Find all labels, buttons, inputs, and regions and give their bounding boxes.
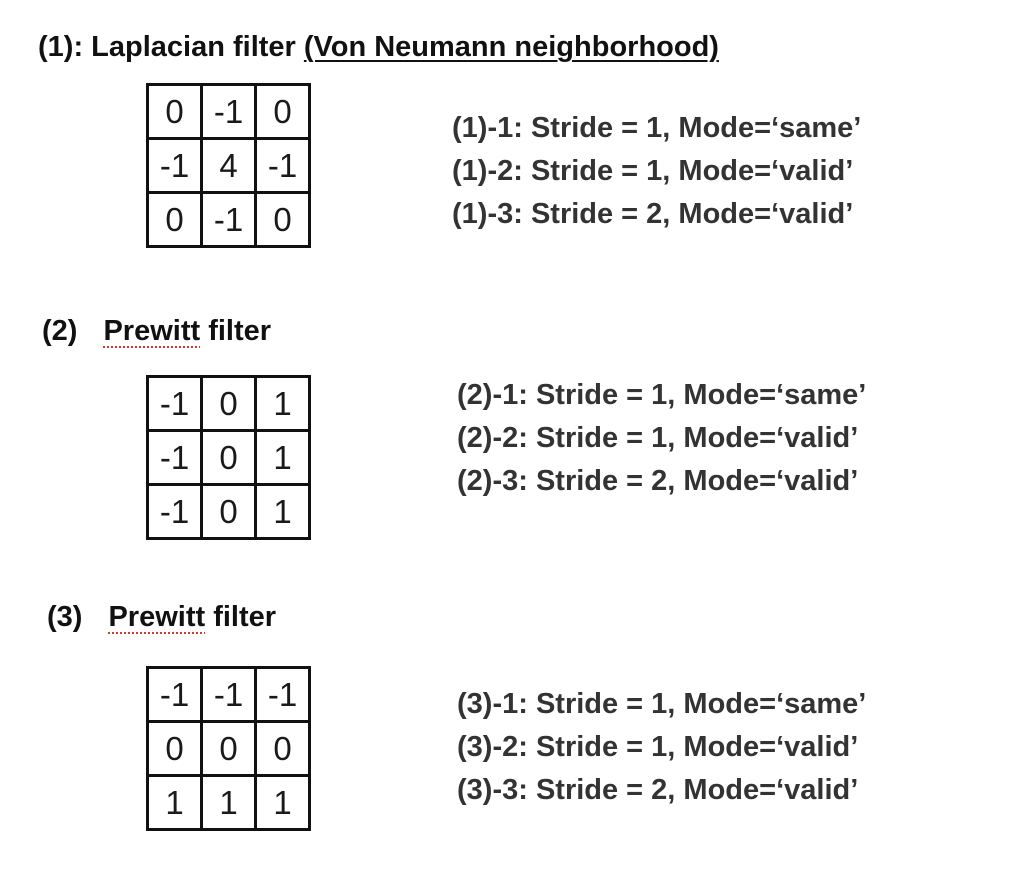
kernel-row: 0 0 0 [146,720,311,777]
kernel-cell: -1 [146,137,203,194]
kernel-cell: 0 [146,191,203,248]
kernel-cell: -1 [146,429,203,486]
section-1-title-underlined: (Von Neumann neighborhood) [303,31,719,63]
kernel-cell: 0 [254,83,311,140]
section-2-title-suffix: filter [200,315,272,347]
kernel-cell: -1 [200,83,257,140]
kernel-row: 1 1 1 [146,774,311,831]
section-3-modes: (3)-1: Stride = 1, Mode=‘same’ (3)-2: St… [457,683,866,812]
section-1-modes: (1)-1: Stride = 1, Mode=‘same’ (1)-2: St… [452,107,861,236]
kernel-row: -1 4 -1 [146,137,311,194]
section-3-title-prefix: (3) [47,601,83,633]
kernel-cell: -1 [200,191,257,248]
kernel-cell: 1 [146,774,203,831]
kernel-row: 0 -1 0 [146,191,311,248]
kernel-row: -1 0 1 [146,375,311,432]
section-2-title: (2) Prewitt filter [42,317,271,346]
mode-line: (2)-1: Stride = 1, Mode=‘same’ [457,379,867,411]
mode-line: (1)-1: Stride = 1, Mode=‘same’ [452,112,862,144]
kernel-cell: -1 [200,666,257,723]
section-3-title-name: Prewitt [108,601,206,633]
kernel-cell: -1 [146,666,203,723]
mode-line: (2)-3: Stride = 2, Mode=‘valid’ [457,465,859,497]
kernel-cell: 1 [254,429,311,486]
kernel-cell: 0 [146,720,203,777]
kernel-cell: -1 [146,375,203,432]
section-2-kernel: -1 0 1 -1 0 1 -1 0 1 [146,375,311,540]
section-2-title-name: Prewitt [103,315,201,347]
section-1-kernel: 0 -1 0 -1 4 -1 0 -1 0 [146,83,311,248]
kernel-cell: 0 [200,375,257,432]
section-1-title-prefix: (1): Laplacian filter [38,31,304,63]
kernel-cell: 1 [254,774,311,831]
mode-line: (1)-2: Stride = 1, Mode=‘valid’ [452,155,854,187]
kernel-cell: 0 [254,191,311,248]
mode-line: (3)-1: Stride = 1, Mode=‘same’ [457,688,867,720]
kernel-cell: -1 [254,666,311,723]
kernel-cell: -1 [146,483,203,540]
section-1-title: (1): Laplacian filter (Von Neumann neigh… [38,33,719,62]
kernel-cell: 0 [200,429,257,486]
section-2-title-prefix: (2) [42,315,78,347]
mode-line: (1)-3: Stride = 2, Mode=‘valid’ [452,198,854,230]
kernel-row: -1 -1 -1 [146,666,311,723]
mode-line: (3)-3: Stride = 2, Mode=‘valid’ [457,774,859,806]
mode-line: (3)-2: Stride = 1, Mode=‘valid’ [457,731,859,763]
kernel-cell: 1 [254,483,311,540]
kernel-cell: 0 [200,483,257,540]
kernel-cell: -1 [254,137,311,194]
section-2-modes: (2)-1: Stride = 1, Mode=‘same’ (2)-2: St… [457,374,866,503]
kernel-cell: 0 [146,83,203,140]
section-3-title: (3) Prewitt filter [47,603,276,632]
kernel-cell: 1 [254,375,311,432]
kernel-row: -1 0 1 [146,483,311,540]
kernel-cell: 0 [254,720,311,777]
kernel-row: 0 -1 0 [146,83,311,140]
section-3-title-suffix: filter [205,601,277,633]
section-3-kernel: -1 -1 -1 0 0 0 1 1 1 [146,666,311,831]
kernel-cell: 0 [200,720,257,777]
kernel-row: -1 0 1 [146,429,311,486]
kernel-cell: 4 [200,137,257,194]
mode-line: (2)-2: Stride = 1, Mode=‘valid’ [457,422,859,454]
kernel-cell: 1 [200,774,257,831]
